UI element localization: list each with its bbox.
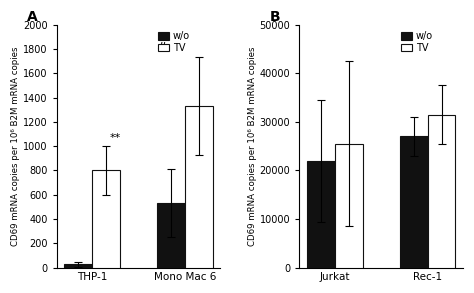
Legend: w/o, TV: w/o, TV (156, 30, 192, 55)
Text: **: ** (109, 132, 121, 142)
Bar (335, 144, 363, 268)
Bar (428, 115, 456, 268)
Text: A: A (27, 10, 38, 24)
Bar (307, 161, 335, 268)
Bar (92, 171, 120, 268)
Y-axis label: CD69 mRNA copies per 10⁶ B2M mRNA copies: CD69 mRNA copies per 10⁶ B2M mRNA copies (11, 46, 20, 246)
Y-axis label: CD69 mRNA copies per 10⁶ B2M mRNA copies: CD69 mRNA copies per 10⁶ B2M mRNA copies (248, 46, 257, 246)
Legend: w/o, TV: w/o, TV (399, 30, 435, 55)
Bar (185, 106, 213, 268)
Bar (157, 203, 185, 268)
Bar (400, 137, 428, 268)
Text: B: B (270, 10, 281, 24)
Text: #: # (156, 41, 167, 54)
Bar (64, 264, 92, 268)
